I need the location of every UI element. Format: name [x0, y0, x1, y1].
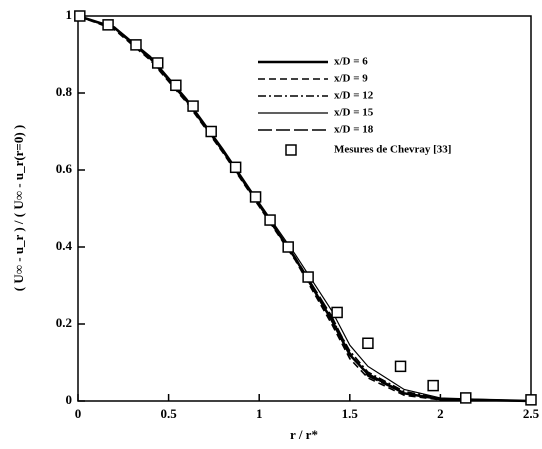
data-line: [77, 15, 532, 402]
legend-label: x/D = 12: [334, 90, 374, 102]
data-line: [77, 15, 532, 402]
y-tick-label: 0.4: [56, 238, 73, 253]
y-tick-label: 0.6: [56, 161, 73, 176]
data-point: [102, 19, 114, 31]
data-point: [362, 337, 374, 349]
data-point: [151, 57, 164, 69]
legend-label: x/D = 9: [334, 73, 368, 85]
plot-frame: [77, 15, 532, 402]
y-tick-label: 0.8: [56, 84, 73, 99]
legend-label: Mesures de Chevray [33]: [334, 144, 451, 156]
legend-label: x/D = 15: [334, 107, 374, 119]
legend-label: x/D = 6: [334, 56, 368, 68]
data-point: [427, 379, 439, 392]
data-point: [302, 271, 314, 283]
data-point: [331, 306, 343, 319]
data-point: [264, 214, 276, 226]
y-tick-label: 0: [66, 392, 73, 407]
x-tick-label: 1: [256, 406, 263, 421]
data-point: [282, 241, 294, 253]
legend-label: x/D = 18: [334, 124, 374, 136]
x-tick-label: 0.5: [160, 406, 177, 421]
data-point: [525, 394, 537, 406]
data-line: [77, 15, 532, 402]
data-point: [460, 392, 472, 404]
data-point: [249, 191, 262, 203]
data-point: [187, 100, 199, 112]
data-line: [77, 14, 532, 403]
data-point: [394, 360, 407, 373]
y-tick-label: 1: [66, 7, 73, 22]
data-point: [229, 161, 242, 174]
legend-marker: [285, 144, 297, 156]
x-tick-label: 0: [75, 406, 82, 421]
data-point: [170, 79, 182, 92]
x-axis-label: r / r*: [290, 427, 318, 442]
x-tick-label: 2: [437, 406, 444, 421]
data-point: [205, 125, 217, 138]
y-axis-label: ( U∞ - u_r ) / ( U∞ - u_r(r=0) ): [11, 125, 26, 292]
data-point: [74, 10, 86, 22]
data-line: [77, 15, 532, 402]
data-point: [130, 39, 142, 51]
y-tick-label: 0.2: [56, 315, 72, 330]
x-tick-label: 2.5: [523, 406, 540, 421]
x-tick-label: 1.5: [342, 406, 359, 421]
